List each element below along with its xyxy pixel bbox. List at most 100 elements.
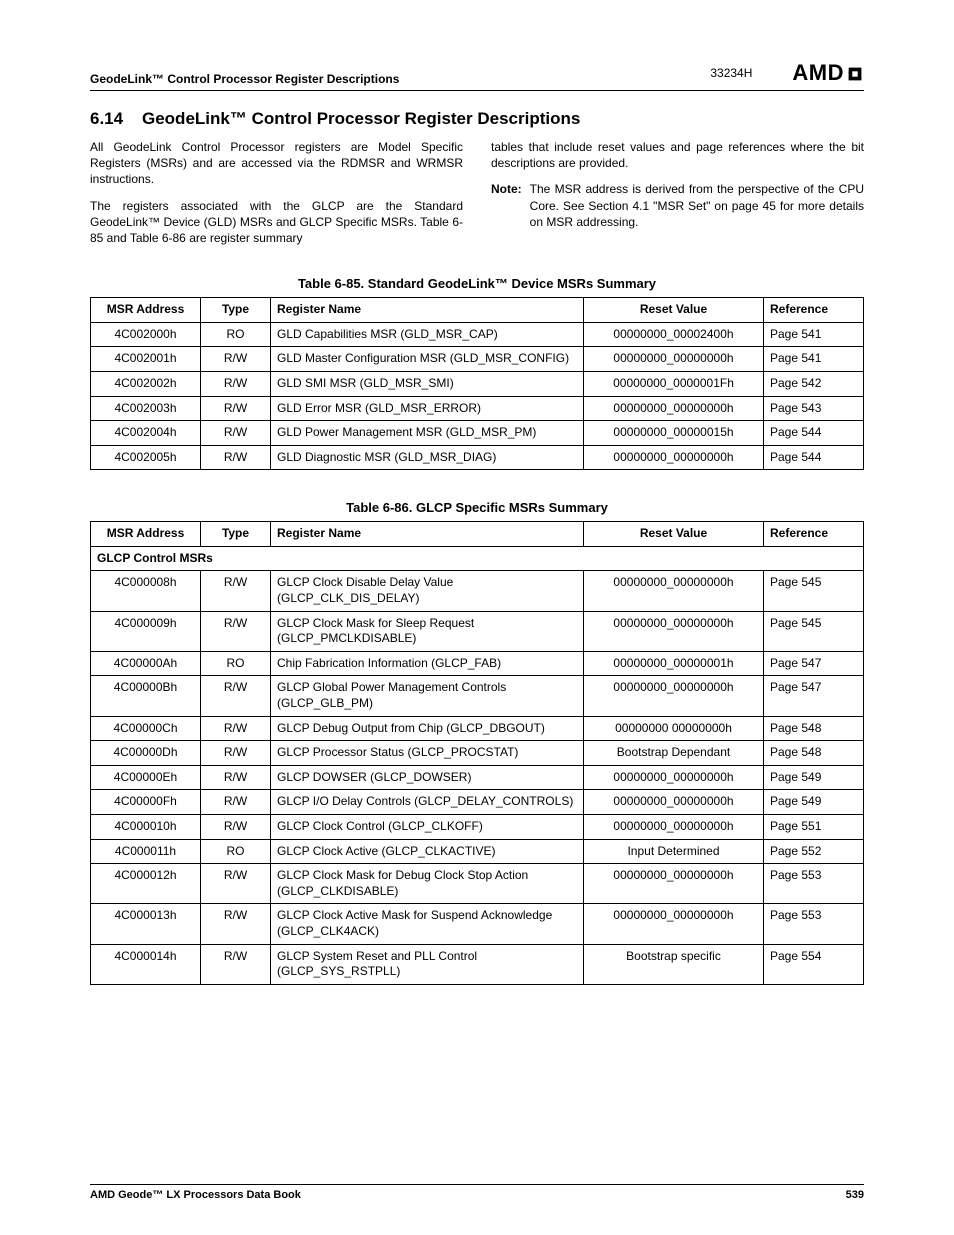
- t86-row: 4C000014hR/WGLCP System Reset and PLL Co…: [91, 944, 864, 984]
- table85-caption: Table 6-85. Standard GeodeLink™ Device M…: [90, 276, 864, 291]
- t86-h-addr: MSR Address: [91, 522, 201, 547]
- t86-reset-cell: 00000000_00000000h: [584, 676, 764, 716]
- t86-addr-cell: 4C000013h: [91, 904, 201, 944]
- t86-row: 4C00000BhR/WGLCP Global Power Management…: [91, 676, 864, 716]
- t86-name-cell: GLCP System Reset and PLL Control (GLCP_…: [271, 944, 584, 984]
- intro-para-1: All GeodeLink Control Processor register…: [90, 139, 463, 188]
- t86-type-cell: R/W: [201, 904, 271, 944]
- intro-para-3: tables that include reset values and pag…: [491, 139, 864, 171]
- intro-columns: All GeodeLink Control Processor register…: [90, 139, 864, 246]
- t86-name-cell: GLCP Clock Control (GLCP_CLKOFF): [271, 815, 584, 840]
- t85-ref-cell: Page 541: [764, 347, 864, 372]
- t85-row: 4C002000hROGLD Capabilities MSR (GLD_MSR…: [91, 322, 864, 347]
- t86-row: 4C000012hR/WGLCP Clock Mask for Debug Cl…: [91, 864, 864, 904]
- t86-h-name: Register Name: [271, 522, 584, 547]
- t85-ref-cell: Page 541: [764, 322, 864, 347]
- t86-reset-cell: Input Determined: [584, 839, 764, 864]
- t86-name-cell: GLCP Clock Active Mask for Suspend Ackno…: [271, 904, 584, 944]
- t86-addr-cell: 4C00000Ch: [91, 716, 201, 741]
- t85-type-cell: R/W: [201, 396, 271, 421]
- t86-reset-cell: 00000000_00000000h: [584, 790, 764, 815]
- t86-reset-cell: Bootstrap specific: [584, 944, 764, 984]
- t86-h-ref: Reference: [764, 522, 864, 547]
- t86-type-cell: R/W: [201, 571, 271, 611]
- header-title: GeodeLink™ Control Processor Register De…: [90, 72, 399, 86]
- note-block: Note: The MSR address is derived from th…: [491, 181, 864, 230]
- t86-ref-cell: Page 553: [764, 864, 864, 904]
- intro-para-2: The registers associated with the GLCP a…: [90, 198, 463, 247]
- t85-h-type: Type: [201, 298, 271, 323]
- t86-addr-cell: 4C000014h: [91, 944, 201, 984]
- t86-row: 4C000008hR/WGLCP Clock Disable Delay Val…: [91, 571, 864, 611]
- footer-left: AMD Geode™ LX Processors Data Book: [90, 1189, 301, 1201]
- t86-addr-cell: 4C00000Fh: [91, 790, 201, 815]
- table85-header-row: MSR Address Type Register Name Reset Val…: [91, 298, 864, 323]
- t86-addr-cell: 4C000011h: [91, 839, 201, 864]
- t86-row: 4C000013hR/WGLCP Clock Active Mask for S…: [91, 904, 864, 944]
- t85-name-cell: GLD Capabilities MSR (GLD_MSR_CAP): [271, 322, 584, 347]
- t86-reset-cell: 00000000_00000000h: [584, 815, 764, 840]
- t85-name-cell: GLD Power Management MSR (GLD_MSR_PM): [271, 421, 584, 446]
- t86-type-cell: RO: [201, 651, 271, 676]
- page-footer: AMD Geode™ LX Processors Data Book 539: [90, 1184, 864, 1201]
- t85-h-addr: MSR Address: [91, 298, 201, 323]
- t85-name-cell: GLD Diagnostic MSR (GLD_MSR_DIAG): [271, 445, 584, 470]
- t86-name-cell: GLCP Processor Status (GLCP_PROCSTAT): [271, 741, 584, 766]
- t85-h-ref: Reference: [764, 298, 864, 323]
- t86-ref-cell: Page 553: [764, 904, 864, 944]
- t85-row: 4C002003hR/WGLD Error MSR (GLD_MSR_ERROR…: [91, 396, 864, 421]
- t85-ref-cell: Page 544: [764, 445, 864, 470]
- t85-row: 4C002005hR/WGLD Diagnostic MSR (GLD_MSR_…: [91, 445, 864, 470]
- t86-ref-cell: Page 552: [764, 839, 864, 864]
- t86-ref-cell: Page 547: [764, 651, 864, 676]
- t85-type-cell: RO: [201, 322, 271, 347]
- t86-type-cell: R/W: [201, 864, 271, 904]
- t85-reset-cell: 00000000_00000000h: [584, 396, 764, 421]
- t85-addr-cell: 4C002003h: [91, 396, 201, 421]
- t86-addr-cell: 4C000012h: [91, 864, 201, 904]
- t86-ref-cell: Page 549: [764, 765, 864, 790]
- t86-name-cell: GLCP Global Power Management Controls (G…: [271, 676, 584, 716]
- t86-row: 4C00000ChR/WGLCP Debug Output from Chip …: [91, 716, 864, 741]
- t86-ref-cell: Page 549: [764, 790, 864, 815]
- t86-type-cell: R/W: [201, 765, 271, 790]
- t85-type-cell: R/W: [201, 371, 271, 396]
- t86-ref-cell: Page 548: [764, 741, 864, 766]
- t86-addr-cell: 4C00000Ah: [91, 651, 201, 676]
- t86-name-cell: GLCP Clock Mask for Debug Clock Stop Act…: [271, 864, 584, 904]
- t86-addr-cell: 4C000009h: [91, 611, 201, 651]
- t85-name-cell: GLD Error MSR (GLD_MSR_ERROR): [271, 396, 584, 421]
- amd-logo: AMD: [792, 60, 864, 86]
- t85-type-cell: R/W: [201, 445, 271, 470]
- t86-reset-cell: 00000000_00000001h: [584, 651, 764, 676]
- t85-row: 4C002001hR/WGLD Master Configuration MSR…: [91, 347, 864, 372]
- t85-row: 4C002004hR/WGLD Power Management MSR (GL…: [91, 421, 864, 446]
- table86-subheader-row: GLCP Control MSRs: [91, 546, 864, 571]
- t85-h-reset: Reset Value: [584, 298, 764, 323]
- t86-name-cell: GLCP I/O Delay Controls (GLCP_DELAY_CONT…: [271, 790, 584, 815]
- t85-ref-cell: Page 542: [764, 371, 864, 396]
- t85-reset-cell: 00000000_00000000h: [584, 445, 764, 470]
- t86-h-reset: Reset Value: [584, 522, 764, 547]
- footer-page-number: 539: [846, 1189, 864, 1201]
- t86-name-cell: GLCP Clock Mask for Sleep Request (GLCP_…: [271, 611, 584, 651]
- t85-ref-cell: Page 543: [764, 396, 864, 421]
- t86-ref-cell: Page 554: [764, 944, 864, 984]
- t86-type-cell: R/W: [201, 790, 271, 815]
- t86-reset-cell: 00000000_00000000h: [584, 904, 764, 944]
- t85-row: 4C002002hR/WGLD SMI MSR (GLD_MSR_SMI)000…: [91, 371, 864, 396]
- t85-type-cell: R/W: [201, 421, 271, 446]
- t86-ref-cell: Page 545: [764, 611, 864, 651]
- section-title-text: GeodeLink™ Control Processor Register De…: [142, 109, 580, 128]
- t86-type-cell: R/W: [201, 676, 271, 716]
- t85-addr-cell: 4C002004h: [91, 421, 201, 446]
- t86-type-cell: R/W: [201, 741, 271, 766]
- table86-subheader: GLCP Control MSRs: [91, 546, 864, 571]
- t86-row: 4C00000DhR/WGLCP Processor Status (GLCP_…: [91, 741, 864, 766]
- t86-addr-cell: 4C000010h: [91, 815, 201, 840]
- t85-addr-cell: 4C002002h: [91, 371, 201, 396]
- t85-reset-cell: 00000000_00000015h: [584, 421, 764, 446]
- t86-ref-cell: Page 545: [764, 571, 864, 611]
- t86-name-cell: GLCP Clock Active (GLCP_CLKACTIVE): [271, 839, 584, 864]
- t86-addr-cell: 4C00000Eh: [91, 765, 201, 790]
